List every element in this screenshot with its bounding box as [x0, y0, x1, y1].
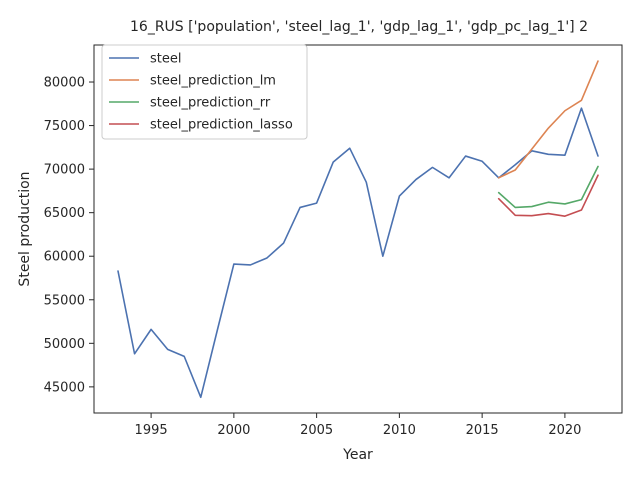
- x-tick-label: 2020: [548, 423, 581, 438]
- y-tick-label: 45000: [44, 380, 85, 395]
- x-axis-label: Year: [342, 447, 373, 463]
- x-tick-label: 2015: [466, 423, 499, 438]
- legend-label: steel_prediction_rr: [150, 96, 271, 111]
- x-tick-label: 2005: [300, 423, 333, 438]
- plot-area: [117, 60, 599, 399]
- series-line-steel-prediction-lm: [497, 60, 599, 179]
- legend-box: [101, 44, 308, 140]
- x-axis: 1995 2000 2005 2010 2015 2020: [135, 413, 581, 438]
- y-tick-label: 80000: [44, 76, 85, 91]
- series-line-steel: [117, 107, 599, 399]
- y-axis-label: Steel production: [17, 171, 33, 286]
- y-axis: 45000 50000 55000 60000 65000 70000 75000 80000: [44, 76, 94, 395]
- axes-frame: [93, 44, 623, 414]
- legend-label: steel_prediction_lm: [150, 74, 276, 89]
- legend: steel steel_prediction_lm steel_prediction…: [101, 44, 308, 140]
- series-line-steel-prediction-lasso: [497, 174, 599, 217]
- y-tick-label: 60000: [44, 250, 85, 265]
- y-tick-label: 55000: [44, 293, 85, 308]
- series-line-steel-prediction-rr: [497, 165, 599, 209]
- y-tick-label: 70000: [44, 163, 85, 178]
- x-tick-label: 2010: [383, 423, 416, 438]
- y-tick-label: 50000: [44, 337, 85, 352]
- y-tick-label: 65000: [44, 206, 85, 221]
- x-tick-label: 1995: [135, 423, 168, 438]
- y-tick-label: 75000: [44, 119, 85, 134]
- legend-label: steel_prediction_lasso: [150, 118, 293, 133]
- legend-label: steel: [150, 52, 181, 67]
- chart-title: 16_RUS ['population', 'steel_lag_1', 'gd…: [130, 19, 588, 35]
- x-tick-label: 2000: [217, 423, 250, 438]
